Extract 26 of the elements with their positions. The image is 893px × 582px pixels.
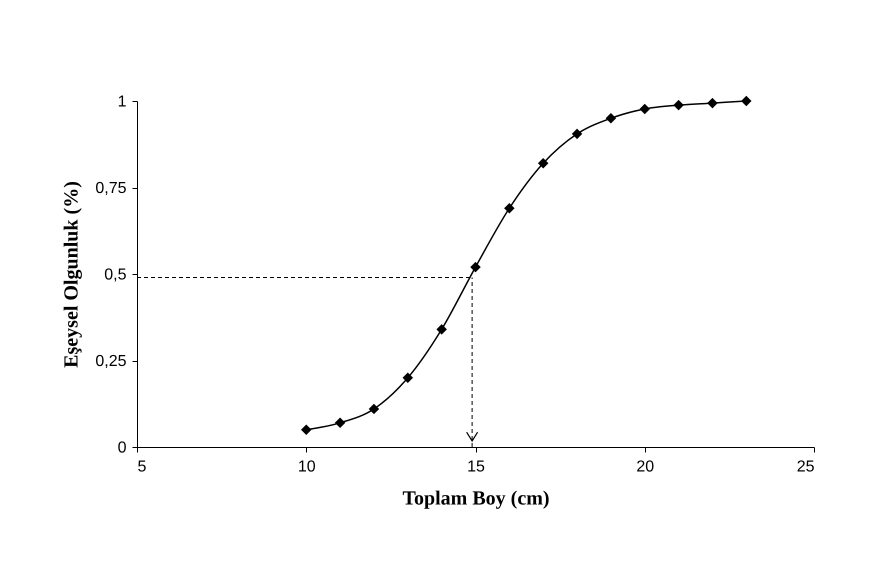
y-tick-label: 0,5	[104, 266, 127, 284]
x-tick-label: 25	[796, 458, 815, 476]
y-axis-title: Eşeysel Olgunluk (%)	[60, 181, 82, 368]
x-tick-label: 5	[138, 458, 146, 476]
x-axis-title: Toplam Boy (cm)	[402, 488, 550, 510]
y-tick-label: 0,75	[95, 180, 127, 197]
point	[436, 324, 447, 335]
point	[368, 404, 380, 414]
y-tick-label: 0	[118, 440, 127, 456]
point	[707, 98, 718, 108]
x-tick-label: 10	[298, 458, 316, 476]
y-tick-label: 1	[118, 94, 127, 110]
point	[538, 158, 548, 169]
point	[741, 96, 752, 106]
point	[470, 262, 481, 272]
x-tick-label: 20	[636, 458, 654, 476]
y-tick-label: 0,25	[95, 353, 127, 370]
x-tick-label: 15	[467, 458, 485, 476]
point	[334, 418, 346, 428]
point	[673, 100, 684, 110]
point	[402, 372, 414, 384]
point	[606, 113, 616, 124]
point	[640, 104, 650, 114]
point	[504, 203, 515, 214]
point	[301, 424, 312, 435]
point	[572, 128, 582, 140]
